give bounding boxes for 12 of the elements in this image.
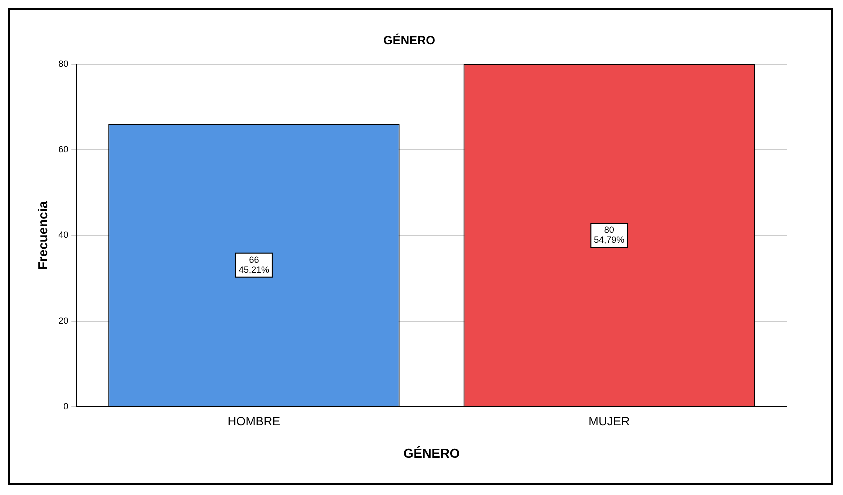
y-tick-label: 60 [58,144,69,155]
y-tick-label: 20 [58,316,69,326]
y-tick-label: 80 [58,58,69,69]
chart-title: GÉNERO [383,34,436,48]
x-tick-label: MUJER [588,414,630,429]
y-tick-label: 40 [58,230,69,240]
data-label: 66 45,21% [238,254,270,275]
x-tick-label: HOMBRE [228,414,281,429]
y-axis-title: Frecuencia [35,200,50,270]
data-label: 80 54,79% [594,224,625,245]
x-axis-title: GÉNERO [404,446,460,461]
y-tick-label: 0 [64,401,69,412]
